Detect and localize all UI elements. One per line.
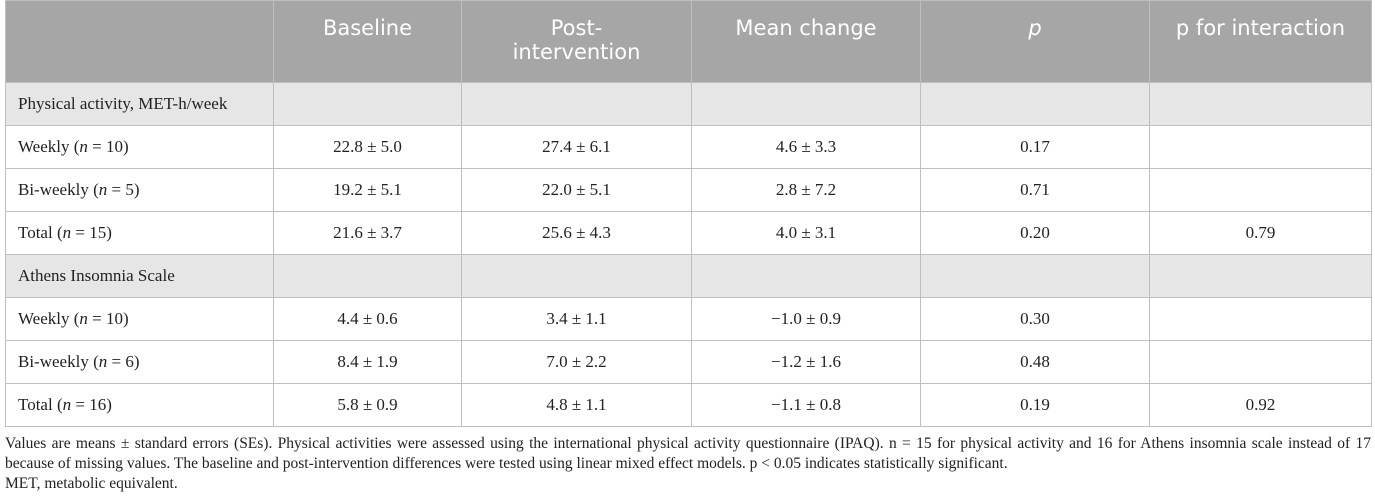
table-cell [1149, 82, 1372, 126]
group-name: Bi-weekly [18, 352, 89, 371]
header-cell-empty [5, 0, 274, 83]
table-container: Baseline Post-intervention Mean change p… [5, 0, 1372, 494]
table-row: Total (n = 15) 21.6 ± 3.7 25.6 ± 4.3 4.0 ± … [5, 211, 1372, 255]
table-cell: −1.1 ± 0.8 [691, 383, 921, 427]
table-cell [1149, 168, 1372, 212]
table-cell: 22.0 ± 5.1 [461, 168, 692, 212]
table-cell: 4.0 ± 3.1 [691, 211, 921, 255]
table-cell: 7.0 ± 2.2 [461, 340, 692, 384]
table-cell [920, 82, 1150, 126]
table-cell: −1.2 ± 1.6 [691, 340, 921, 384]
section-label: Physical activity, MET-h/week [5, 82, 274, 126]
table-cell [1149, 297, 1372, 341]
table-cell [691, 82, 921, 126]
n-symbol: n [79, 137, 88, 156]
table-cell [920, 254, 1150, 298]
group-name: Weekly [18, 309, 70, 328]
row-label: Weekly (n = 10) [5, 297, 274, 341]
group-name: Total [18, 223, 53, 242]
n-symbol: n [62, 223, 72, 242]
table-cell [691, 254, 921, 298]
table-cell: 4.8 ± 1.1 [461, 383, 692, 427]
section-label: Athens Insomnia Scale [5, 254, 274, 298]
section-row: Athens Insomnia Scale [5, 254, 1372, 298]
table-cell [1149, 254, 1372, 298]
table-footnote: Values are means ± standard errors (SEs)… [5, 434, 1371, 494]
header-post-intervention: Post-intervention [461, 0, 692, 83]
table-cell [461, 254, 692, 298]
table-cell [273, 82, 462, 126]
table-cell: 21.6 ± 3.7 [273, 211, 462, 255]
table-cell: 0.48 [920, 340, 1150, 384]
table-cell: 0.79 [1149, 211, 1372, 255]
header-row: Baseline Post-intervention Mean change p… [5, 0, 1372, 83]
table-cell: 19.2 ± 5.1 [273, 168, 462, 212]
group-name: Bi-weekly [18, 180, 89, 199]
table-cell: 8.4 ± 1.9 [273, 340, 462, 384]
table-row: Bi-weekly (n = 5) 19.2 ± 5.1 22.0 ± 5.1 2.8… [5, 168, 1372, 212]
table-cell: 0.19 [920, 383, 1150, 427]
table-row: Weekly (n = 10) 4.4 ± 0.6 3.4 ± 1.1 −1.0 ± … [5, 297, 1372, 341]
table-cell: 0.71 [920, 168, 1150, 212]
table-cell: 0.30 [920, 297, 1150, 341]
header-p: p [920, 0, 1150, 83]
table-cell: 0.92 [1149, 383, 1372, 427]
row-label: Bi-weekly (n = 6) [5, 340, 274, 384]
table-cell: 4.4 ± 0.6 [273, 297, 462, 341]
table-cell: 0.17 [920, 125, 1150, 169]
table-body: Physical activity, MET-h/week Weekly (n =… [5, 82, 1372, 427]
table-cell: −1.0 ± 0.9 [691, 297, 921, 341]
table-row: Bi-weekly (n = 6) 8.4 ± 1.9 7.0 ± 2.2 −1.2 … [5, 340, 1372, 384]
table-cell: 5.8 ± 0.9 [273, 383, 462, 427]
table-cell: 27.4 ± 6.1 [461, 125, 692, 169]
section-row: Physical activity, MET-h/week [5, 82, 1372, 126]
table-cell: 4.6 ± 3.3 [691, 125, 921, 169]
sample-size: 15 [89, 223, 107, 242]
table-cell: 25.6 ± 4.3 [461, 211, 692, 255]
sample-size: 5 [125, 180, 134, 199]
n-symbol: n [62, 395, 72, 414]
table-cell: 0.20 [920, 211, 1150, 255]
header-p-interaction: p for interaction [1149, 0, 1372, 83]
header-mean-change: Mean change [691, 0, 921, 83]
row-label: Weekly (n = 10) [5, 125, 274, 169]
row-label: Bi-weekly (n = 5) [5, 168, 274, 212]
sample-size: 10 [106, 309, 124, 328]
footnote-abbreviation: MET, metabolic equivalent. [5, 475, 178, 492]
n-symbol: n [98, 180, 108, 199]
footnote-text: Values are means ± standard errors (SEs)… [5, 435, 1371, 472]
sample-size: 16 [89, 395, 107, 414]
table-row: Total (n = 16) 5.8 ± 0.9 4.8 ± 1.1 −1.1 ± 0… [5, 383, 1372, 427]
results-table: Baseline Post-intervention Mean change p… [5, 0, 1372, 427]
sample-size: 6 [125, 352, 134, 371]
sample-size: 10 [106, 137, 124, 156]
group-name: Weekly [18, 137, 70, 156]
table-cell: 3.4 ± 1.1 [461, 297, 692, 341]
header-baseline: Baseline [273, 0, 462, 83]
table-cell: 22.8 ± 5.0 [273, 125, 462, 169]
table-cell [1149, 340, 1372, 384]
table-cell [273, 254, 462, 298]
table-cell [1149, 125, 1372, 169]
n-symbol: n [79, 309, 88, 328]
group-name: Total [18, 395, 53, 414]
table-cell [461, 82, 692, 126]
row-label: Total (n = 15) [5, 211, 274, 255]
table-row: Weekly (n = 10) 22.8 ± 5.0 27.4 ± 6.1 4.6 ±… [5, 125, 1372, 169]
table-cell: 2.8 ± 7.2 [691, 168, 921, 212]
n-symbol: n [98, 352, 108, 371]
row-label: Total (n = 16) [5, 383, 274, 427]
header-post-intervention-text: Post-intervention [512, 16, 641, 64]
